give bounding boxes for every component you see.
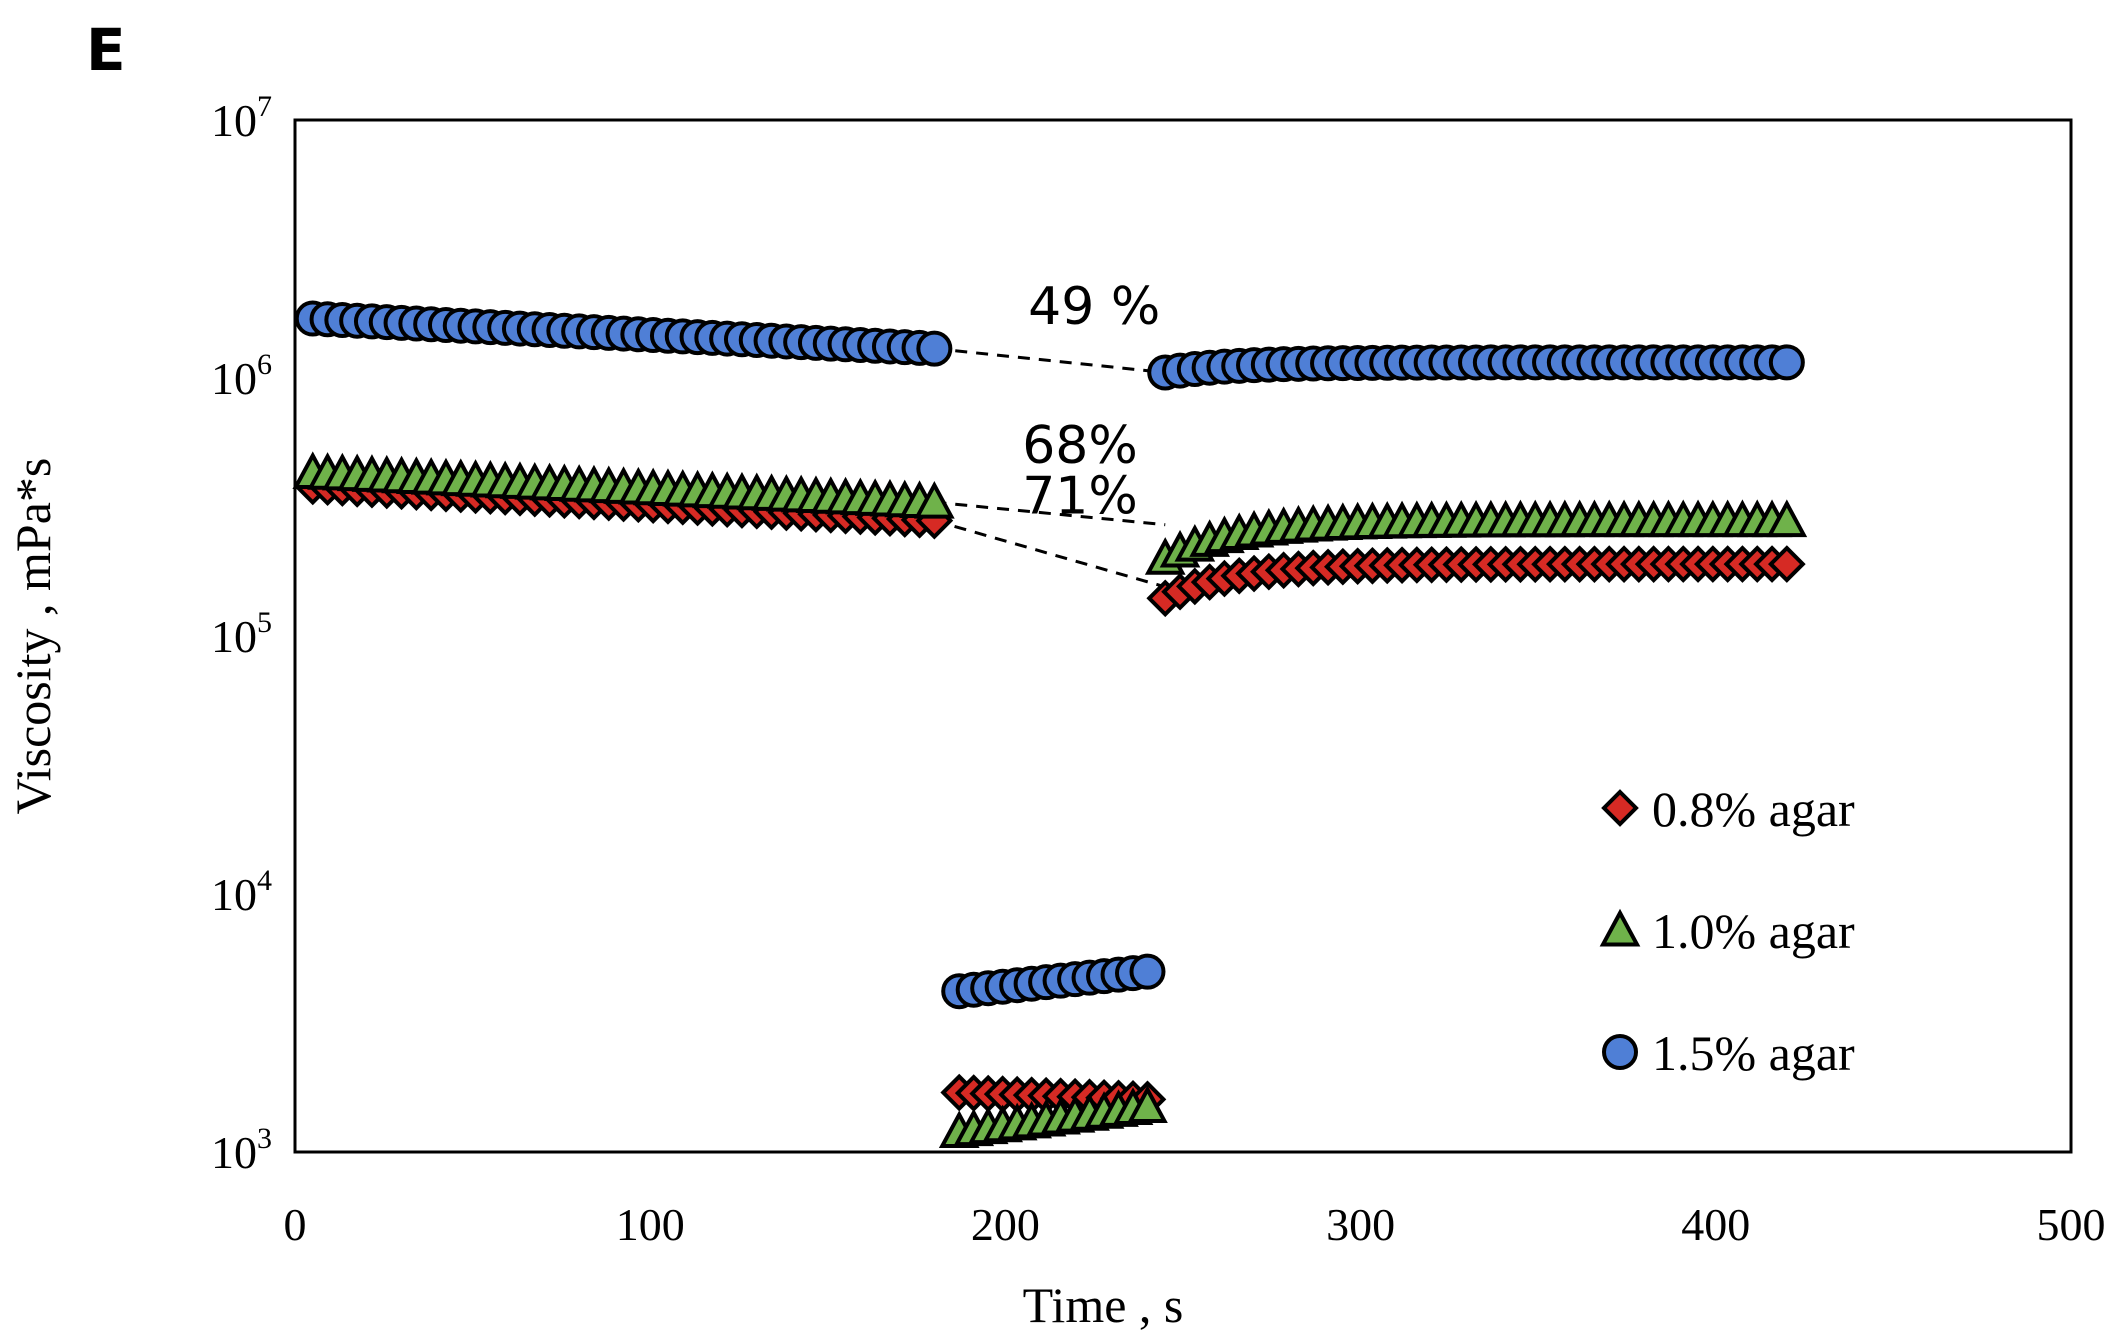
legend-marker (1599, 908, 1641, 947)
recovery-annotation: 68% (1022, 416, 1138, 476)
x-tick-label: 500 (2037, 1199, 2106, 1250)
legend-label: 1.5% agar (1652, 1025, 1855, 1081)
x-tick-label: 200 (971, 1199, 1040, 1250)
y-tick-label: 103 (211, 1122, 272, 1178)
legend-item: 1.0% agar (1599, 903, 1855, 959)
y-tick-label: 105 (211, 606, 272, 662)
x-tick-label: 100 (616, 1199, 685, 1250)
y-axis-title: Viscosity , mPa*s (5, 458, 61, 815)
plot-area (293, 118, 2073, 1154)
data-markers (292, 300, 1808, 1149)
legend-marker (1602, 1034, 1638, 1070)
legend-label: 1.0% agar (1652, 903, 1855, 959)
y-tick-label: 107 (211, 90, 272, 146)
data-point (1766, 499, 1808, 538)
recovery-lines (933, 347, 1166, 589)
y-tick-label: 104 (211, 864, 272, 920)
recovery-annotation: 49 % (1028, 277, 1160, 337)
legend-marker (1601, 789, 1639, 827)
data-point (1127, 1085, 1168, 1124)
data-point (1768, 545, 1806, 583)
legend: 0.8% agar 1.0% agar 1.5% agar (1599, 781, 1855, 1081)
x-axis-ticks: 0 100 200 300 400 500 (284, 1199, 2106, 1250)
recovery-annotation: 71% (1022, 467, 1138, 527)
annotations: 49 % 68%71% (1022, 277, 1160, 527)
panel-label: E (86, 16, 126, 84)
x-tick-label: 300 (1326, 1199, 1395, 1250)
y-tick-label: 106 (211, 348, 272, 404)
recovery-line (934, 347, 1166, 375)
x-tick-label: 400 (1681, 1199, 1750, 1250)
recovery-line (934, 500, 1166, 527)
legend-item: 1.5% agar (1602, 1025, 1855, 1081)
data-point (916, 330, 953, 367)
recovery-line (933, 519, 1166, 589)
legend-label: 0.8% agar (1652, 781, 1855, 837)
series-circle (294, 300, 1805, 1010)
legend-item: 0.8% agar (1601, 781, 1855, 837)
x-axis-title: Time , s (1023, 1277, 1184, 1333)
data-point (1129, 953, 1166, 990)
data-point (914, 481, 955, 519)
series-triangle (292, 451, 1808, 1149)
y-axis-ticks: 103 104 105 106 107 (211, 90, 272, 1178)
x-tick-label: 0 (284, 1199, 307, 1250)
data-point (1768, 344, 1805, 381)
